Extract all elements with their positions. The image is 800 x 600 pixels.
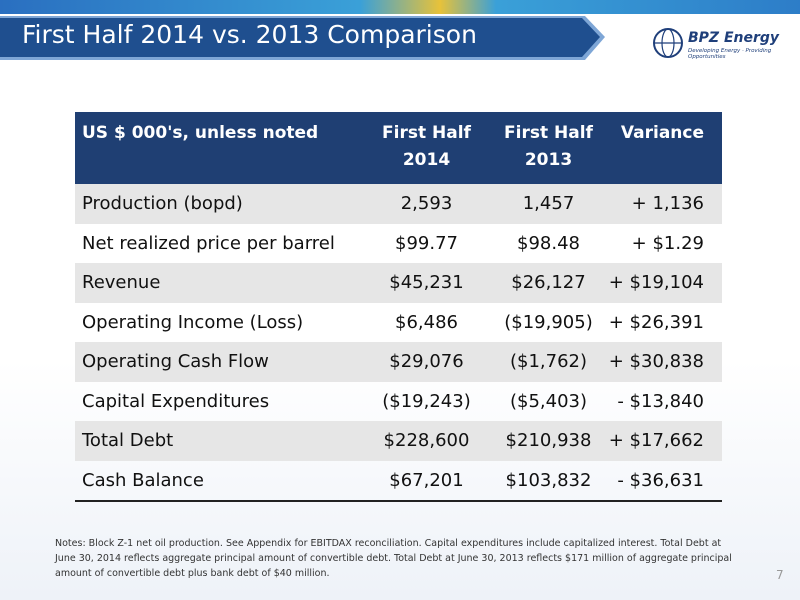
cell: ($19,905) (504, 311, 593, 333)
row-label: Production (bopd) (75, 184, 363, 224)
table-row: Operating Cash Flow $29,076 ($1,762) + $30,… (75, 342, 722, 382)
table-row: Revenue $45,231 $26,127 + $19,104 (75, 263, 722, 303)
row-label: Cash Balance (75, 460, 363, 502)
cell: 1,457 (490, 184, 607, 224)
row-label: Operating Income (Loss) (82, 311, 304, 333)
cell: $26,127 (490, 263, 607, 303)
cell: $29,076 (363, 342, 490, 382)
table-row: Production (bopd) 2,593 1,457 + 1,136 (75, 184, 722, 224)
cell: - $13,840 (617, 390, 704, 412)
cell: $98.48 (517, 232, 580, 254)
cell: $210,938 (490, 421, 607, 461)
column-header: First Half 2014 (363, 112, 490, 184)
cell: $45,231 (363, 263, 490, 303)
table-row: Capital Expenditures ($19,243) ($5,403) - $… (75, 382, 722, 422)
column-header: First Half 2013 (490, 112, 607, 184)
cell: - $36,631 (607, 460, 722, 502)
column-header: Variance (607, 112, 722, 184)
row-label: Total Debt (75, 421, 363, 461)
row-label: Operating Cash Flow (75, 342, 363, 382)
cell: + $19,104 (607, 263, 722, 303)
title-bar (0, 18, 600, 57)
cell: 2,593 (363, 184, 490, 224)
page-number: 7 (776, 568, 784, 582)
table-row: Net realized price per barrel $99.77 $98.4… (75, 224, 722, 264)
row-label: Net realized price per barrel (82, 232, 335, 254)
notes: Notes: Block Z-1 net oil production. See… (55, 538, 732, 579)
banner (0, 0, 800, 64)
table-row: Total Debt $228,600 $210,938 + $17,662 (75, 421, 722, 461)
cell: $99.77 (395, 232, 458, 254)
cell: $103,832 (490, 460, 607, 502)
row-label: Revenue (75, 263, 363, 303)
table-header: US $ 000's, unless noted First Half 2014 F… (75, 112, 722, 184)
cell: $67,201 (363, 460, 490, 502)
cell: ($19,243) (382, 390, 471, 412)
column-header: US $ 000's, unless noted (75, 112, 363, 184)
table-row: Cash Balance $67,201 $103,832- $36,631 (75, 460, 722, 502)
cell: $228,600 (363, 421, 490, 461)
table-row: Operating Income (Loss) $6,486 ($19,905) + … (75, 303, 722, 343)
logo-tagline: Developing Energy · Providing Opportunit… (688, 48, 772, 60)
cell: ($1,762) (490, 342, 607, 382)
logo-name: BPZ Energy (688, 30, 780, 46)
cell: + 1,136 (607, 184, 722, 224)
cell: + $17,662 (607, 421, 722, 461)
cell: $6,486 (395, 311, 458, 333)
cell: + $30,838 (607, 342, 722, 382)
topo-strip (0, 0, 800, 14)
row-label: Capital Expenditures (82, 390, 270, 412)
cell: + $26,391 (608, 311, 704, 333)
cell: ($5,403) (509, 390, 588, 412)
slide-title: First Half 2014 vs. 2013 Comparison (22, 20, 477, 49)
cell: + $1.29 (631, 232, 704, 254)
comparison-table: US $ 000's, unless noted First Half 2014 F… (75, 112, 722, 502)
